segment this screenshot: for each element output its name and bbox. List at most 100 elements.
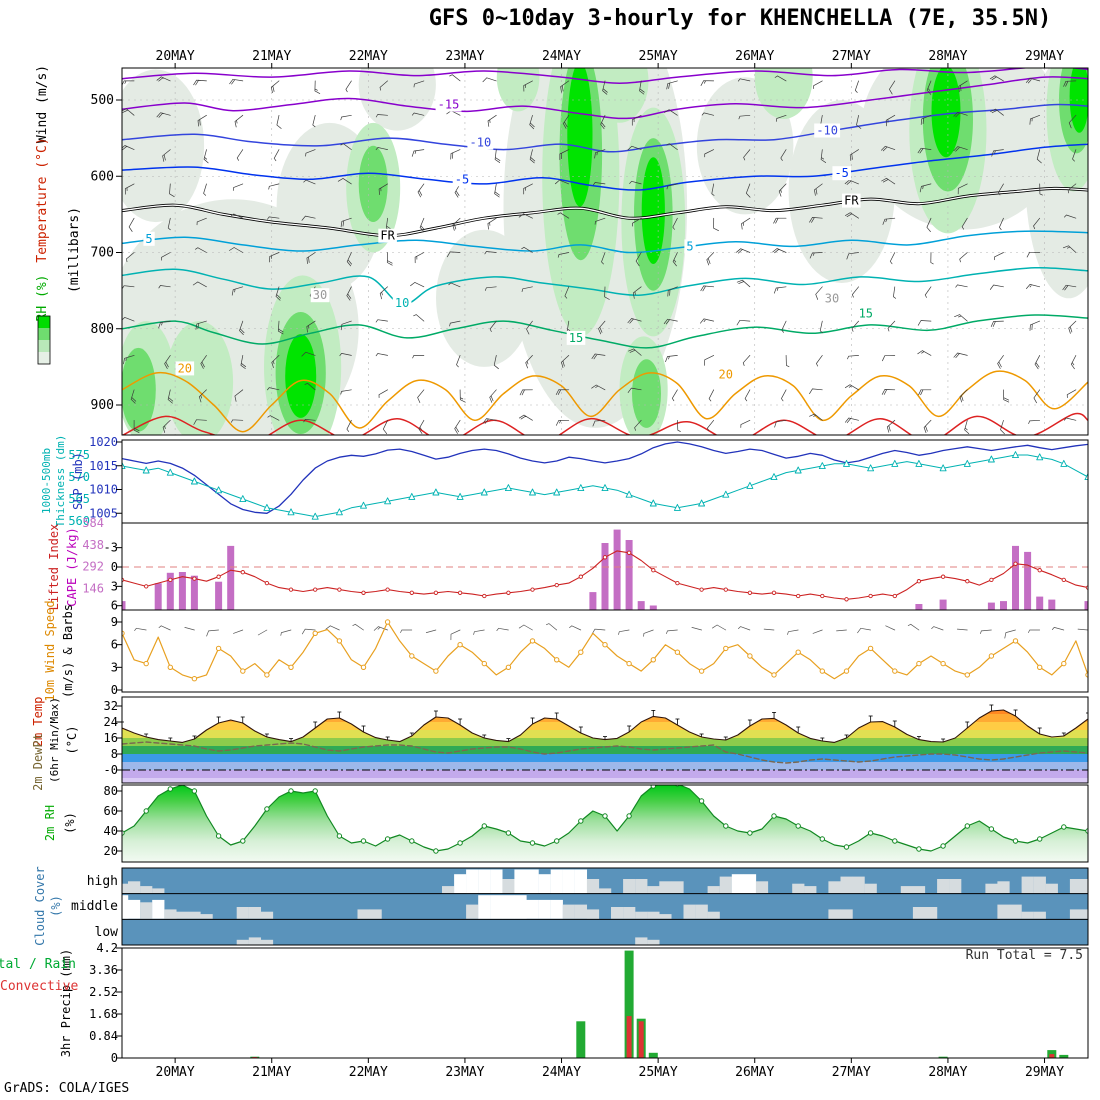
wind-tick: 9 — [111, 615, 118, 629]
contour-label: 15 — [569, 331, 583, 345]
day-label-top: 21MAY — [252, 49, 291, 64]
day-label-bottom: 25MAY — [639, 1065, 678, 1080]
precip-tick: 1.68 — [89, 1007, 118, 1021]
contour-label: 30 — [825, 291, 839, 305]
axis-label-rh: RH (%) — [35, 275, 50, 322]
contour-label: 15 — [859, 307, 873, 321]
day-label-top: 22MAY — [349, 49, 388, 64]
slp-thickness-panel: 1020 1015 1010 1005 575 570 565 560 — [68, 435, 1089, 528]
cape-tick: 584 — [82, 516, 104, 530]
day-label-top: 20MAY — [156, 49, 195, 64]
day-label-bottom: 20MAY — [156, 1065, 195, 1080]
precip-panel: 4.2 3.36 2.52 1.68 0.84 0 — [89, 941, 1089, 1065]
day-label-bottom: 27MAY — [832, 1065, 871, 1080]
thickness-tick: 575 — [68, 448, 90, 462]
temp2m-panel: 32 24 16 8 -0 — [104, 696, 1089, 784]
axis-label-2m-rh: 2m RH — [43, 805, 57, 841]
temp-tick: 32 — [104, 699, 118, 713]
wind-tick: 0 — [111, 683, 118, 697]
precip-tick: 0 — [111, 1051, 118, 1065]
pressure-tick: 900 — [91, 398, 114, 413]
contour-label: -10 — [816, 124, 838, 138]
day-label-top: 26MAY — [735, 49, 774, 64]
li-tick: 6 — [111, 599, 118, 613]
thickness-tick: 570 — [68, 470, 90, 484]
pressure-tick: 600 — [91, 169, 114, 184]
axis-label-lifted-index: Lifted Index — [47, 524, 61, 611]
axis-label-temperature: Temperature (°C) — [35, 137, 50, 262]
precip-tick: 2.52 — [89, 985, 118, 999]
temp2m-content — [122, 704, 1088, 783]
axis-label-thickness-1: 1000-500mb — [40, 448, 53, 514]
cape-li-content — [122, 529, 1088, 610]
slp-thickness-content — [122, 441, 1088, 520]
rh-colorbar-seg3 — [38, 340, 50, 352]
contour-label: 20 — [719, 368, 733, 382]
chart-title: GFS 0~10day 3-hourly for KHENCHELLA (7E,… — [428, 6, 1052, 31]
day-label-bottom: 28MAY — [928, 1065, 967, 1080]
rh-tick: 40 — [104, 824, 118, 838]
wind-tick: 3 — [111, 660, 118, 674]
precip-tick: 0.84 — [89, 1029, 118, 1043]
cloud-content — [122, 868, 1088, 945]
cloud-row-high: high — [87, 874, 118, 889]
rh-tick: 20 — [104, 844, 118, 858]
temp-tick: 8 — [111, 747, 118, 761]
pressure-tick: 700 — [91, 246, 114, 261]
rh-colorbar-seg1 — [38, 316, 50, 328]
day-label-top: 23MAY — [445, 49, 484, 64]
contour-label: 30 — [313, 288, 327, 302]
day-label-top: 29MAY — [1025, 49, 1064, 64]
precip-content — [250, 950, 1069, 1058]
cloud-panel — [121, 867, 1089, 946]
day-label-bottom: 24MAY — [542, 1065, 581, 1080]
temp-tick: -0 — [104, 763, 118, 777]
axis-label-cloud-pct: (%) — [49, 895, 63, 917]
rh-tick: 80 — [104, 784, 118, 798]
axis-label-minmax: (6hr Min/Max) — [48, 697, 61, 783]
axis-label-barbs: (m/s) & Barbs — [61, 604, 75, 698]
day-label-bottom: 22MAY — [349, 1065, 388, 1080]
rh-colorbar-border — [37, 315, 51, 365]
precip-tick: 4.2 — [96, 941, 118, 955]
cloud-row-middle: middle — [71, 899, 118, 914]
contour-label: 5 — [686, 239, 693, 253]
precip-tick: 3.36 — [89, 963, 118, 977]
cape-tick: 292 — [82, 560, 104, 574]
contour-label: FR — [380, 229, 395, 243]
slp-tick: 1020 — [89, 435, 118, 449]
axis-label-millibars: (millibars) — [67, 207, 82, 293]
axis-label-2m-temp: 2m Temp — [31, 697, 45, 748]
time-axis: 20MAY 20MAY 21MAY 21MAY 22MAY 22MAY 23MAY 23MAY… — [156, 49, 1065, 1080]
rh2m-content — [122, 785, 1088, 862]
wind10m-content — [122, 619, 1088, 682]
contour-label: -10 — [470, 136, 492, 150]
precip-legend-total-rain: Total / Rain — [0, 957, 76, 972]
upper-air-content: -15 -10 -10 -5 -5 FR FR 5 5 10 15 15 20 20 30 30 — [122, 68, 1088, 435]
wind-tick: 6 — [111, 638, 118, 652]
axis-label-wind: Wind (m/s) — [35, 65, 50, 143]
li-tick: -3 — [104, 541, 118, 555]
axis-label-rh-pct: (%) — [63, 812, 77, 834]
day-label-top: 27MAY — [832, 49, 871, 64]
day-label-top: 28MAY — [928, 49, 967, 64]
li-tick: 0 — [111, 560, 118, 574]
axis-label-cape: CAPE (J/kg) — [65, 527, 79, 606]
contour-label: -15 — [438, 98, 460, 112]
axis-label-10m-wind: 10m Wind Speed — [43, 600, 57, 701]
day-label-bottom: 23MAY — [445, 1065, 484, 1080]
axis-label-degc: (°C) — [65, 726, 79, 755]
axis-label-thickness-2: Thickness (dm) — [54, 435, 67, 528]
precip-legend-convective: Convective — [0, 979, 78, 994]
thickness-tick: 560 — [68, 514, 90, 528]
rh-tick: 60 — [104, 804, 118, 818]
day-label-bottom: 29MAY — [1025, 1065, 1064, 1080]
cloud-row-low: low — [95, 925, 119, 940]
grads-credit: GrADS: COLA/IGES — [4, 1081, 130, 1096]
run-total: Run Total = 7.5 — [966, 948, 1083, 963]
contour-label: -5 — [455, 172, 469, 186]
contour-label: 5 — [145, 232, 152, 246]
slp-tick: 1010 — [89, 483, 118, 497]
li-tick: 3 — [111, 579, 118, 593]
